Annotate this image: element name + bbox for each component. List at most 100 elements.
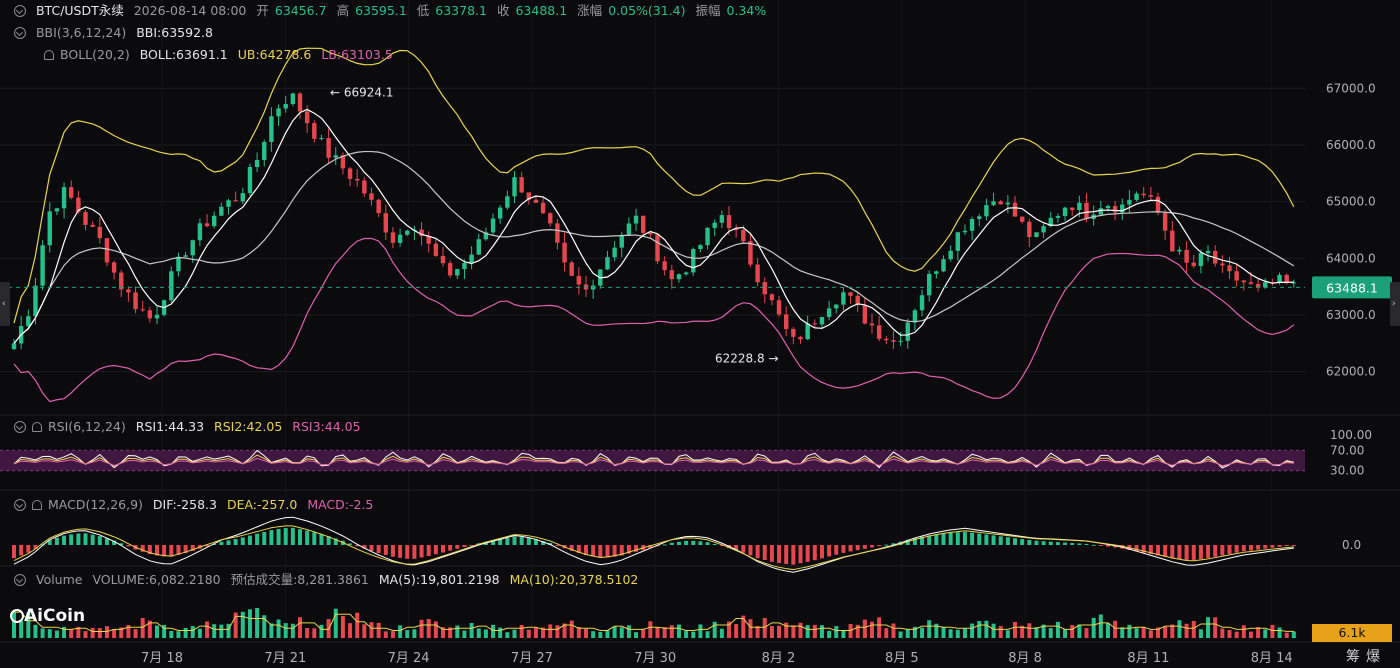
candle-body <box>126 289 131 293</box>
volume-bar <box>962 628 967 638</box>
rsi2-value: RSI2:42.05 <box>214 419 283 434</box>
candle-body <box>440 255 446 264</box>
candle-body <box>376 199 381 214</box>
volume-ma-line <box>14 611 1294 633</box>
collapse-icon[interactable] <box>14 5 26 17</box>
aicoin-logo-icon <box>10 609 24 623</box>
candle-body <box>212 215 217 227</box>
volume-bar <box>727 621 731 638</box>
macd-histogram-bar <box>426 545 431 557</box>
macd-histogram-bar <box>455 545 460 549</box>
candle-body <box>1112 205 1118 213</box>
candle-body <box>154 314 160 319</box>
macd-histogram-bar <box>419 545 424 558</box>
macd-histogram-bar <box>612 545 617 557</box>
bbi-name[interactable]: BBI(3,6,12,24) <box>35 25 127 40</box>
x-tick-label: 8月 11 <box>1127 651 1169 666</box>
volume-bar <box>1113 620 1118 638</box>
volume-bar <box>1198 629 1203 638</box>
candle-body <box>269 116 274 143</box>
macd-histogram-bar <box>1084 543 1089 545</box>
rsi-name[interactable]: RSI(6,12,24) <box>48 419 126 434</box>
macd-histogram-bar <box>19 545 24 556</box>
macd-toggle-icon[interactable] <box>14 499 26 511</box>
macd-histogram-bar <box>1198 545 1203 560</box>
min-price-annotation: 62228.8 → <box>715 352 779 366</box>
bbi-toggle-icon[interactable] <box>14 27 26 39</box>
volume-bar <box>576 626 581 638</box>
volume-bar <box>1291 631 1296 638</box>
macd-histogram-bar <box>1055 542 1060 545</box>
volume-bar <box>190 626 195 638</box>
candle-body <box>369 193 374 200</box>
volume-bar <box>390 631 395 638</box>
volume-name[interactable]: Volume <box>35 572 83 587</box>
left-scroll-handle[interactable]: ‹ <box>0 282 10 326</box>
candle-body <box>1220 263 1225 266</box>
macd-name[interactable]: MACD(12,26,9) <box>48 497 143 512</box>
candle-body <box>433 243 439 256</box>
macd-histogram-bar <box>1113 545 1118 548</box>
macd-histogram-bar <box>1291 545 1296 546</box>
candle-body <box>669 270 674 280</box>
candle-body <box>941 259 946 272</box>
macd-histogram-bar <box>512 536 517 545</box>
candle-body <box>562 242 567 263</box>
rsi-toggle-icon[interactable] <box>14 421 26 433</box>
candle-body <box>505 196 510 208</box>
chip-button[interactable]: 筹 <box>1346 649 1366 665</box>
candle-body <box>169 271 174 301</box>
candle-body <box>1162 212 1168 231</box>
macd-histogram-bar <box>1105 545 1110 547</box>
macd-histogram-bar <box>584 545 588 556</box>
macd-histogram-bar <box>669 542 674 545</box>
macd-histogram-bar <box>1077 543 1082 545</box>
candle-body <box>476 239 481 255</box>
right-scroll-handle[interactable]: › <box>1390 282 1400 326</box>
volume-bar <box>305 628 310 638</box>
macd-histogram-bar <box>598 545 603 558</box>
volume-toggle-icon[interactable] <box>14 574 26 586</box>
candle-body <box>390 232 396 243</box>
footer-buttons: 筹爆 <box>1346 646 1386 666</box>
dea-value: DEA:-257.0 <box>226 497 298 512</box>
macd-bell-icon[interactable] <box>32 500 42 510</box>
volume-bar <box>54 630 59 638</box>
macd-histogram-bar <box>769 545 774 562</box>
volume-bar <box>970 623 975 638</box>
macd-histogram-bar <box>941 533 946 545</box>
macd-histogram-bar <box>33 545 38 549</box>
liquidation-button[interactable]: 爆 <box>1366 649 1386 665</box>
macd-histogram-bar <box>998 536 1003 545</box>
volume-bar <box>112 629 117 638</box>
macd-histogram-bar <box>83 533 88 545</box>
volume-bar <box>841 630 846 638</box>
volume-bar <box>805 625 810 638</box>
bell-icon[interactable] <box>44 50 54 60</box>
volume-bar <box>1013 621 1017 638</box>
volume-bar <box>548 624 553 638</box>
candle-body <box>319 138 324 140</box>
volume-bar <box>612 626 617 638</box>
rsi-bell-icon[interactable] <box>32 422 42 432</box>
volume-bar <box>641 629 646 638</box>
macd-histogram-bar <box>1277 545 1282 547</box>
candle-body <box>447 263 453 276</box>
volume-bar <box>870 621 874 638</box>
volume-bar <box>183 627 188 638</box>
volume-bar <box>119 627 124 638</box>
volume-bar <box>1077 624 1082 638</box>
candle-body <box>1148 195 1154 197</box>
macd-histogram-bar <box>369 545 374 551</box>
macd-histogram-bar <box>884 544 889 546</box>
volume-bar <box>405 630 410 638</box>
symbol-label: BTC/USDT永续 <box>35 3 124 18</box>
candle-body <box>633 215 639 224</box>
rsi1-value: RSI1:44.33 <box>135 419 205 434</box>
candle-body <box>204 223 210 227</box>
boll-name[interactable]: BOLL(20,2) <box>60 47 130 62</box>
macd-histogram-bar <box>533 539 538 545</box>
volume-bar <box>76 626 81 638</box>
candle-body <box>619 234 624 248</box>
